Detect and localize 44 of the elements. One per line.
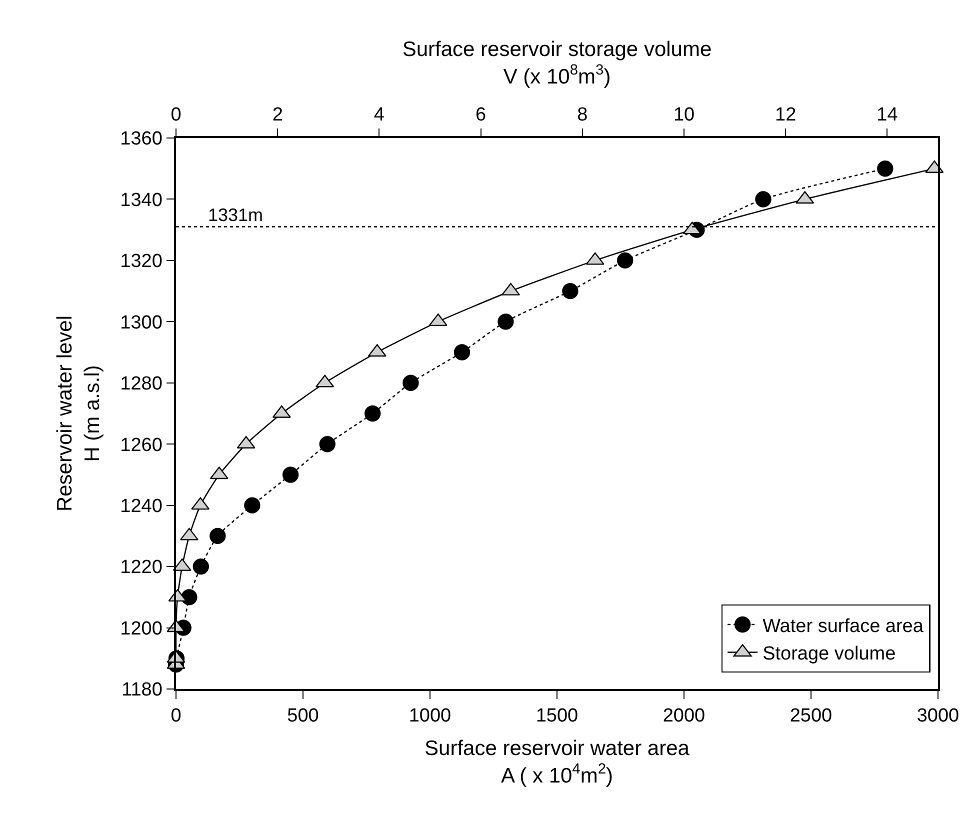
point (454, 344, 470, 360)
x2-tick-label: 12 (775, 104, 796, 126)
point (282, 466, 299, 483)
x-tick-label: 3000 (916, 706, 960, 727)
y-tick-label: 1320 (120, 251, 162, 272)
y-tick-label: 1220 (120, 557, 162, 578)
legend-label: Storage volume (762, 644, 896, 665)
y-tick-label: 1360 (120, 128, 162, 150)
x-axis-title: Surface reservoir water area A ( x 10$^{4}$m$^{2}$) (424, 737, 690, 788)
x2-axis-title: Surface reservoir storage volume V (x 10$^{8}$m$^{3}$) (402, 38, 712, 88)
point (755, 191, 772, 208)
y-tick-label: 1260 (120, 434, 162, 456)
x-tick-label: 1500 (536, 706, 578, 727)
ref-line-label: 1331m (208, 205, 264, 225)
point (402, 374, 419, 391)
x2-tick-label: 10 (673, 104, 695, 126)
x2-tick-label: 8 (577, 104, 588, 126)
y-tick-label: 1340 (120, 190, 162, 211)
point (192, 558, 209, 575)
y-tick-label: 1180 (122, 680, 162, 701)
point (498, 314, 514, 330)
x-tick-label: 1000 (408, 706, 452, 727)
y-axis-title: Reservoir water level H (m a.s.l) (54, 315, 104, 512)
point (319, 436, 336, 452)
x2-tick-label: 14 (876, 104, 898, 126)
y-tick-label: 1300 (120, 312, 162, 334)
x-tick-label: 2500 (790, 706, 832, 727)
point (210, 528, 226, 544)
x2-tick-label: 0 (170, 104, 182, 126)
y-tick-label: 1280 (120, 374, 162, 395)
x-tick-label: 2000 (662, 706, 706, 727)
point (877, 160, 894, 177)
x-tick-label: 0 (170, 706, 182, 727)
y-tick-label: 1200 (120, 618, 162, 640)
point (364, 405, 381, 422)
x2-tick-label: 4 (374, 104, 385, 126)
point (616, 252, 634, 269)
x2-tick-label: 6 (476, 104, 486, 126)
x2-tick-label: 2 (272, 104, 283, 126)
point (244, 497, 260, 514)
y-tick-label: 1240 (120, 496, 162, 517)
point (562, 282, 578, 300)
legend-label: Water surface area (762, 616, 924, 637)
x-tick-label: 500 (287, 706, 319, 727)
